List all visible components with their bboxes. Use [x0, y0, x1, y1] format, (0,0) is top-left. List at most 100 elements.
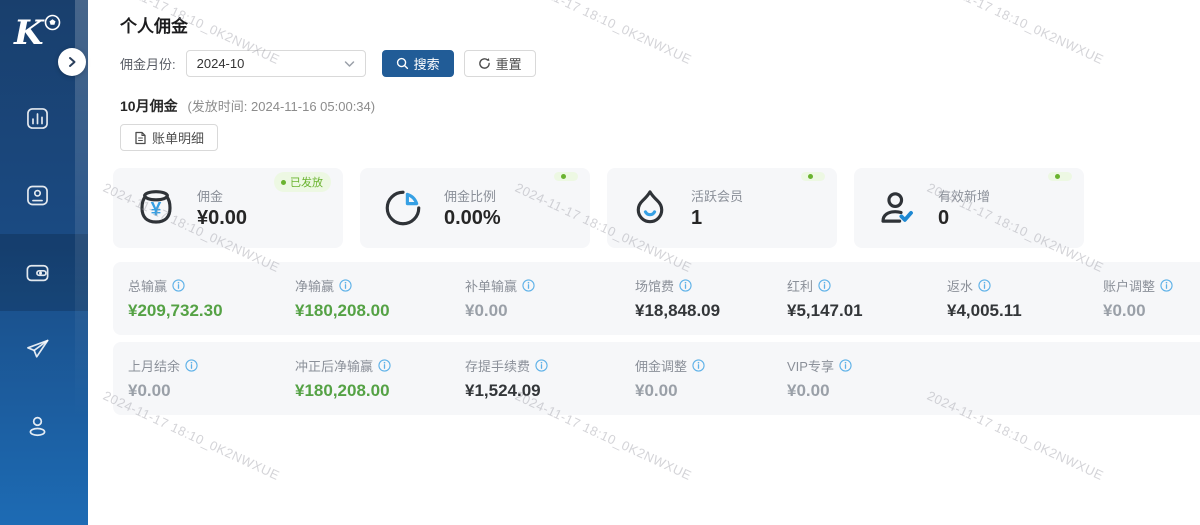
status-badge — [554, 172, 578, 181]
sidebar-item-promotion[interactable] — [0, 311, 88, 388]
info-icon[interactable] — [692, 359, 705, 372]
user-icon — [29, 416, 46, 437]
summary-label: 账户调整 — [1103, 279, 1156, 294]
info-icon[interactable] — [339, 279, 352, 292]
summary-label: 冲正后净输赢 — [295, 359, 374, 374]
id-card-icon — [27, 185, 48, 206]
summary-value: ¥5,147.01 — [787, 301, 863, 320]
app-logo[interactable]: K — [14, 10, 70, 56]
month-select[interactable]: 2024-10 — [185, 50, 366, 77]
reset-button[interactable]: 重置 — [463, 50, 536, 77]
info-icon[interactable] — [978, 279, 991, 292]
stat-card-value: 1 — [691, 207, 703, 229]
period-issue-time: (发放时间: 2024-11-16 05:00:34) — [187, 99, 376, 114]
month-select-value: 2024-10 — [196, 56, 245, 71]
summary-value: ¥0.00 — [465, 301, 508, 320]
summary-value: ¥0.00 — [1103, 301, 1146, 320]
summary-cell: 上月结余 ¥0.00 — [128, 356, 295, 415]
stat-card: 活跃会员 1 — [607, 168, 837, 248]
chevron-right-icon — [69, 57, 76, 67]
summary-label: 场馆费 — [635, 279, 675, 294]
info-icon[interactable] — [1160, 279, 1173, 292]
summary-label: 存提手续费 — [465, 359, 531, 374]
sidebar-item-stats[interactable] — [0, 80, 88, 157]
summary-cell: 补单输赢 ¥0.00 — [465, 276, 635, 335]
sidebar-nav — [0, 80, 88, 465]
summary-value: ¥18,848.09 — [635, 301, 721, 320]
page-title: 个人佣金 — [120, 17, 188, 36]
summary-value: ¥209,732.30 — [128, 301, 223, 320]
summary-section: 总输赢 ¥209,732.30 净输赢 ¥180,208.00 补单输赢 ¥0.… — [113, 262, 1200, 422]
summary-value: ¥0.00 — [787, 381, 830, 400]
stat-card-label: 有效新增 — [938, 189, 991, 204]
search-button-label: 搜索 — [413, 57, 440, 72]
bill-detail-button[interactable]: 账单明细 — [120, 124, 219, 151]
summary-label: 补单输赢 — [465, 279, 518, 294]
summary-value: ¥4,005.11 — [947, 301, 1022, 320]
summary-value: ¥1,524.09 — [465, 381, 541, 400]
search-button[interactable]: 搜索 — [381, 50, 454, 77]
info-icon[interactable] — [185, 359, 198, 372]
month-filter-label: 佣金月份: — [120, 57, 176, 72]
info-icon[interactable] — [172, 279, 185, 292]
sidebar: K — [0, 0, 88, 525]
stat-card-value: 0.00% — [444, 207, 501, 229]
sidebar-item-profile[interactable] — [0, 388, 88, 465]
stat-card-value: ¥0.00 — [197, 207, 248, 229]
stat-card-label: 活跃会员 — [691, 189, 744, 204]
dot-icon — [808, 174, 813, 179]
bar-chart-icon — [27, 108, 48, 129]
summary-label: 返水 — [947, 279, 974, 294]
main-content: 个人佣金 佣金月份: 2024-10 搜索 重置 10月佣金 (发放时间: 20… — [88, 0, 1200, 525]
summary-label: 上月结余 — [128, 359, 181, 374]
info-icon[interactable] — [522, 279, 535, 292]
stat-card: 佣金比例 0.00% — [360, 168, 590, 248]
info-icon[interactable] — [679, 279, 692, 292]
info-icon[interactable] — [818, 279, 831, 292]
wallet-icon — [26, 264, 49, 282]
stat-card-label: 佣金比例 — [444, 189, 497, 204]
status-badge — [1048, 172, 1072, 181]
summary-cell: 净输赢 ¥180,208.00 — [295, 276, 465, 335]
summary-cell: 佣金调整 ¥0.00 — [635, 356, 787, 415]
reset-icon — [478, 58, 490, 69]
stat-cards-row: 佣金 ¥0.00 已发放 佣金比例 0.00% 活跃会员 1 — [113, 168, 1084, 248]
stat-card-value: 0 — [938, 207, 950, 229]
summary-cell: 场馆费 ¥18,848.09 — [635, 276, 787, 335]
summary-cell: 账户调整 ¥0.00 — [1103, 276, 1200, 335]
stat-card: 有效新增 0 — [854, 168, 1084, 248]
sidebar-item-members[interactable] — [0, 157, 88, 234]
summary-band: 总输赢 ¥209,732.30 净输赢 ¥180,208.00 补单输赢 ¥0.… — [113, 262, 1200, 335]
summary-cell: VIP专享 ¥0.00 — [787, 356, 947, 415]
summary-cell: 总输赢 ¥209,732.30 — [128, 276, 295, 335]
filter-bar: 佣金月份: 2024-10 搜索 重置 — [120, 50, 536, 77]
logo-letter: K — [14, 13, 44, 53]
sidebar-collapse-button[interactable] — [58, 48, 86, 76]
summary-cell: 返水 ¥4,005.11 — [947, 276, 1103, 335]
summary-label: 红利 — [787, 279, 814, 294]
info-icon[interactable] — [378, 359, 391, 372]
period-title: 10月佣金 — [120, 98, 178, 114]
summary-value: ¥0.00 — [635, 381, 678, 400]
send-icon — [27, 339, 49, 358]
summary-cell: 红利 ¥5,147.01 — [787, 276, 947, 335]
stat-card-label: 佣金 — [197, 189, 224, 204]
dot-icon — [281, 179, 286, 185]
summary-label: 总输赢 — [128, 279, 168, 294]
dot-icon — [1055, 174, 1060, 179]
info-icon[interactable] — [839, 359, 852, 372]
summary-band: 上月结余 ¥0.00 冲正后净输赢 ¥180,208.00 存提手续费 ¥1,5… — [113, 342, 1200, 415]
money-pot-icon — [135, 187, 177, 229]
reset-button-label: 重置 — [495, 57, 522, 72]
sidebar-item-wallet[interactable] — [0, 234, 88, 311]
summary-label: 佣金调整 — [635, 359, 688, 374]
status-badge — [801, 172, 825, 181]
soccer-ball-icon — [44, 14, 61, 31]
summary-cell: 冲正后净输赢 ¥180,208.00 — [295, 356, 465, 415]
info-icon[interactable] — [535, 359, 548, 372]
document-icon — [135, 131, 146, 144]
summary-cell: 存提手续费 ¥1,524.09 — [465, 356, 635, 415]
summary-label: VIP专享 — [787, 359, 834, 374]
summary-value: ¥180,208.00 — [295, 301, 390, 320]
period-line: 10月佣金 (发放时间: 2024-11-16 05:00:34) — [120, 96, 375, 116]
